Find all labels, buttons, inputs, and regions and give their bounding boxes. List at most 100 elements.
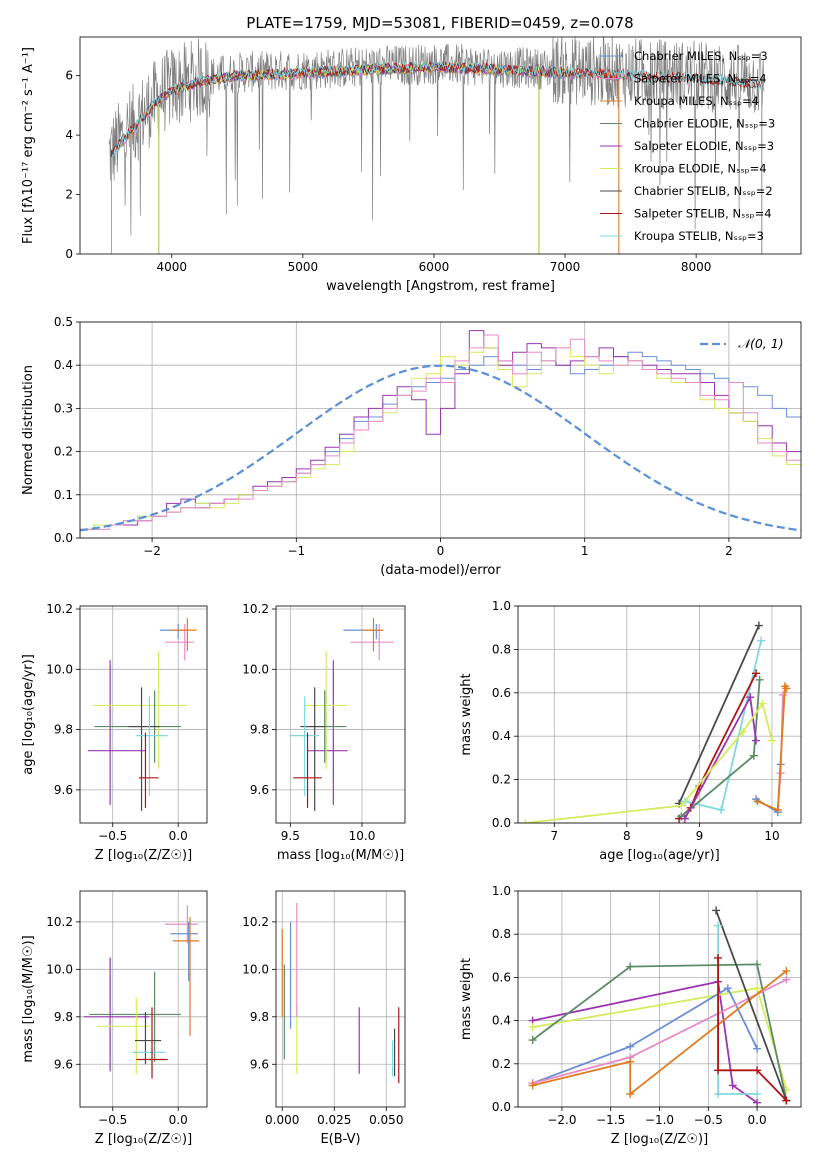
y-tick-label: 10.0 (242, 962, 269, 976)
mass-weight-marker (753, 1098, 762, 1107)
plots-layer: 4000 5000 6000 7000 8000 0 2 4 6 wavelength [Angs… (21, 36, 802, 1147)
panel-mass-vs-Z: −0.5 0.0 9.6 9.8 10.0 10.2 Z [log₁₀(Z/Z☉)] mass… (21, 890, 208, 1147)
y-tick-label: 0.8 (492, 642, 511, 656)
y-tick-label: 0.4 (54, 358, 73, 372)
x-axis-label: (data-model)/error (380, 563, 501, 578)
x-tick-label: −1 (287, 544, 305, 558)
mass-weight-marker (714, 953, 723, 962)
y-tick-label: 9.6 (250, 783, 269, 797)
x-tick-label: 10 (764, 829, 779, 843)
x-tick-label: 10.0 (349, 829, 376, 843)
x-tick-label: 6000 (419, 260, 450, 274)
y-tick-label: 0.8 (492, 927, 511, 941)
mass-weight-marker (528, 1023, 537, 1032)
mass-weight-marker (782, 966, 791, 975)
y-tick-label: 9.6 (250, 1057, 269, 1071)
x-tick-label: 0.025 (317, 1113, 351, 1127)
x-tick-label: −0.5 (98, 1113, 127, 1127)
mass-weight-marker (753, 797, 762, 806)
panel-age-vs-Z: −0.5 0.0 9.6 9.8 10.0 10.2 Z [log₁₀(Z/Z☉)] age … (21, 602, 208, 863)
mass-weight-line-kroupa-miles (532, 970, 787, 1096)
x-tick-label: 0.0 (748, 1113, 767, 1127)
mass-weight-marker (677, 801, 686, 810)
mass-weight-marker (755, 675, 764, 684)
y-axis-label: mass weight (459, 673, 474, 755)
mass-weight-marker (728, 1081, 737, 1090)
plot-area (80, 330, 801, 538)
x-tick-label: 7 (550, 829, 558, 843)
x-tick-label: −2.0 (547, 1113, 576, 1127)
x-axis-label: mass [log₁₀(M/M☉)] (277, 848, 404, 863)
plot-area (108, 37, 765, 254)
y-tick-label: 9.8 (250, 1010, 269, 1024)
axes-frame (79, 36, 802, 255)
y-tick-label: 10.2 (242, 915, 269, 929)
axes-frame (79, 890, 208, 1108)
y-tick-label: 9.8 (54, 723, 73, 737)
panel-mass-vs-ebv: 0.000 0.025 0.050 9.6 9.8 10.0 10.2 E(B-V) (242, 890, 406, 1147)
mass-weight-line-salpeter-stelib (717, 958, 788, 1102)
mass-weight-marker (758, 699, 767, 708)
legend-label: Kroupa MILES, Nₛₛₚ=4 (634, 94, 759, 108)
mass-weight-marker (521, 819, 530, 823)
y-tick-label: 9.8 (250, 723, 269, 737)
y-tick-label: 0.0 (492, 816, 511, 830)
y-axis-label: Normed distribution (21, 365, 36, 495)
y-tick-label: 10.0 (46, 962, 73, 976)
mass-weight-marker (626, 1090, 635, 1099)
legend-label: 𝒩(0, 1) (738, 336, 784, 351)
x-tick-label: 0.0 (169, 829, 188, 843)
mass-weight-marker (773, 805, 782, 814)
mass-weight-marker (680, 814, 689, 823)
x-tick-label: −1.0 (645, 1113, 674, 1127)
histogram-salpeter-miles (80, 334, 801, 538)
y-tick-label: 10.0 (242, 662, 269, 676)
plot-area (281, 902, 400, 1084)
x-axis-label: Z [log₁₀(Z/Z☉)] (95, 848, 192, 863)
mass-weight-marker (752, 669, 761, 678)
y-tick-label: 10.2 (242, 602, 269, 616)
x-tick-label: 9.5 (281, 829, 300, 843)
mass-weight-marker (753, 1044, 762, 1053)
x-tick-label: −0.5 (98, 829, 127, 843)
legend-label: Salpeter ELODIE, Nₛₛₚ=3 (634, 139, 774, 153)
x-tick-label: −1.5 (596, 1113, 625, 1127)
x-tick-label: 1 (581, 544, 589, 558)
mass-weight-marker (757, 636, 766, 645)
y-tick-label: 0.6 (492, 970, 511, 984)
y-tick-label: 0.3 (54, 401, 73, 415)
x-axis-label: age [log₁₀(age/yr)] (599, 848, 720, 863)
y-tick-label: 9.6 (54, 1057, 73, 1071)
x-tick-label: 8 (623, 829, 631, 843)
y-tick-label: 10.2 (46, 915, 73, 929)
x-axis-label: Z [log₁₀(Z/Z☉)] (95, 1132, 192, 1147)
mass-weight-marker (714, 1090, 723, 1099)
x-tick-label: 0 (437, 544, 445, 558)
y-tick-label: 0.6 (492, 686, 511, 700)
plot-area (87, 618, 197, 811)
y-tick-label: 1.0 (492, 884, 511, 898)
mass-weight-marker (753, 1066, 762, 1075)
y-tick-label: 0.4 (492, 729, 511, 743)
y-axis-label: mass [log₁₀(M/M☉)] (21, 935, 36, 1062)
x-axis-label: Z [log₁₀(Z/Z☉)] (611, 1132, 708, 1147)
mass-weight-marker (528, 1036, 537, 1045)
y-tick-label: 9.8 (54, 1010, 73, 1024)
x-tick-label: 0.0 (169, 1113, 188, 1127)
panel-spectrum: 4000 5000 6000 7000 8000 0 2 4 6 wavelength [Angs… (21, 36, 802, 294)
legend-label: Chabrier ELODIE, Nₛₛₚ=3 (634, 117, 775, 131)
mass-weight-marker (528, 1081, 537, 1090)
plot-area (290, 618, 394, 811)
mass-weight-marker (717, 805, 726, 814)
axes-frame (79, 605, 208, 824)
x-tick-label: −2 (143, 544, 161, 558)
y-axis-label: mass weight (459, 958, 474, 1040)
model-spectrum-kroupa-stelib (111, 59, 763, 254)
panel-residuals: −2 −1 0 1 2 0.0 0.1 0.2 0.3 0.4 0.5 (data-model)/er… (21, 315, 802, 578)
y-tick-label: 0.2 (492, 1057, 511, 1071)
mass-weight-marker (626, 1057, 635, 1066)
x-tick-label: 0.000 (265, 1113, 299, 1127)
mass-weight-marker (753, 1090, 762, 1099)
